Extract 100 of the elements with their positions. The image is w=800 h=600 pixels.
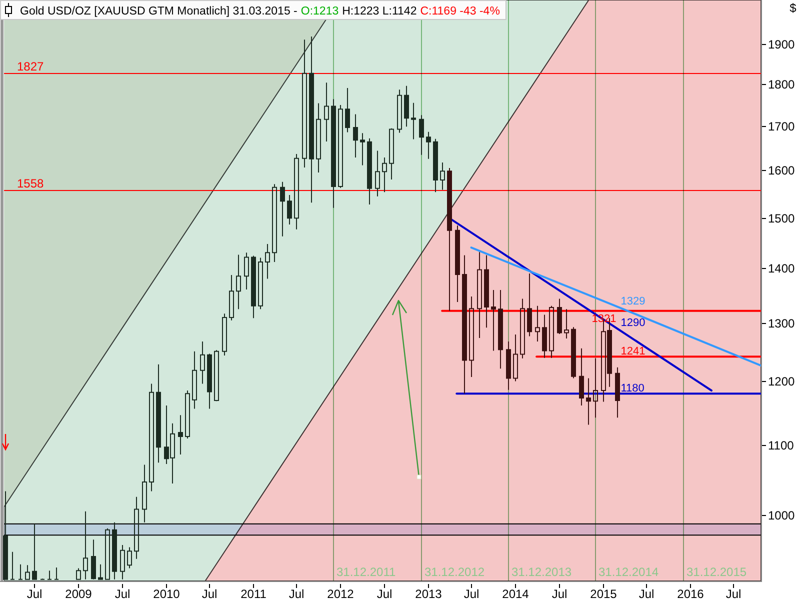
x-tick-label: Jul	[552, 587, 568, 600]
candlestick	[309, 36, 314, 204]
candlestick	[426, 131, 431, 160]
candlestick	[455, 224, 460, 302]
y-tick-label: 1600	[768, 164, 796, 178]
candlestick	[527, 272, 532, 337]
y-tick-label: 1900	[768, 38, 796, 52]
candlestick	[419, 114, 424, 156]
ref-line-label: 31.12.2011	[336, 565, 396, 579]
candlestick	[222, 313, 227, 356]
candlestick	[272, 184, 277, 262]
candlestick	[200, 340, 205, 384]
ref-line-label: 31.12.2015	[686, 565, 747, 579]
ref-line-label: 1827	[17, 60, 44, 74]
candlestick	[324, 82, 329, 142]
candlestick	[360, 132, 365, 166]
ref-line-label: 1558	[17, 176, 44, 190]
ref-line-label: 31.12.2012	[424, 565, 485, 579]
x-tick-label: Jul	[376, 587, 392, 600]
x-tick-label: Jul	[26, 587, 42, 600]
candlestick	[469, 296, 474, 378]
candlestick	[178, 414, 183, 456]
candlestick	[477, 252, 482, 338]
data-label: 1241	[620, 346, 646, 358]
candlestick	[120, 544, 125, 580]
candlestick	[564, 308, 569, 340]
y-tick-label: 1500	[768, 212, 796, 226]
x-tick-label: Jul	[202, 587, 218, 600]
x-tick-label: Jul	[288, 587, 304, 600]
candlestick	[127, 546, 132, 569]
candlestick	[258, 257, 263, 310]
candlestick	[83, 510, 88, 580]
candlestick	[586, 378, 591, 426]
candlestick	[542, 314, 547, 358]
y-tick-label: 1400	[768, 262, 796, 276]
candlestick	[244, 252, 249, 290]
candlestick	[214, 350, 219, 402]
y-tick-label: 1200	[768, 374, 796, 388]
y-tick-label: 1300	[768, 316, 796, 330]
candlestick	[549, 305, 554, 358]
candlestick	[207, 353, 212, 410]
candlestick	[3, 490, 8, 580]
data-label: 1180	[620, 382, 644, 395]
candlestick	[404, 85, 409, 128]
ref-line-label: 31.12.2014	[598, 565, 659, 579]
candlestick	[338, 104, 343, 188]
candlestick	[192, 350, 197, 410]
x-tick-label: 2015	[590, 587, 618, 600]
x-tick-label: 2009	[65, 587, 92, 600]
annotation: H:1223 L:1142	[342, 6, 417, 18]
candlestick	[156, 364, 161, 464]
x-tick-label: 2013	[415, 587, 442, 600]
data-label: 1290	[620, 317, 646, 330]
candlestick	[345, 87, 350, 133]
x-tick-label: Jul	[638, 587, 654, 600]
candlestick	[557, 298, 562, 334]
candlestick	[112, 522, 117, 580]
candlestick	[32, 523, 37, 580]
candlestick	[302, 39, 307, 168]
candlestick	[506, 340, 511, 390]
candlestick	[294, 153, 299, 230]
ref-line-label: 31.12.2013	[512, 565, 572, 579]
candlestick	[571, 326, 576, 379]
candlestick	[185, 390, 190, 439]
x-tick-label: 2011	[240, 587, 267, 600]
candlestick	[484, 254, 489, 328]
candlestick	[389, 128, 394, 180]
candlestick	[433, 138, 438, 193]
candlestick	[331, 98, 336, 208]
candlestick	[134, 496, 139, 560]
candlestick	[498, 290, 503, 370]
x-tick-label: 2014	[502, 587, 530, 600]
candlestick	[54, 566, 59, 580]
candlestick	[440, 162, 445, 190]
candlestick	[91, 539, 96, 580]
candlestick	[142, 464, 147, 523]
candlestick	[76, 568, 81, 580]
candlestick	[520, 298, 525, 359]
candlestick	[615, 366, 620, 418]
candlestick	[535, 305, 540, 342]
x-tick-label: Jul	[114, 587, 130, 600]
candlestick	[447, 167, 452, 312]
candlestick	[18, 564, 23, 580]
candlestick	[382, 157, 387, 193]
candlestick	[265, 243, 270, 280]
candlestick	[149, 383, 154, 492]
candlestick	[397, 89, 402, 134]
data-label: 1329	[620, 295, 646, 308]
candlestick	[353, 114, 358, 158]
y-tick-label: 1800	[768, 78, 796, 92]
candlestick	[280, 181, 285, 237]
candlestick	[251, 255, 256, 319]
annotation: C:1169 -43 -4%	[420, 6, 500, 18]
x-tick-label: Jul	[464, 587, 480, 600]
annotation: O:1213	[300, 6, 339, 18]
candlestick	[491, 290, 496, 352]
y-tick-label: 1000	[768, 508, 796, 522]
x-tick-label: 2010	[153, 587, 180, 600]
candlestick	[287, 194, 292, 225]
candlestick	[105, 528, 110, 580]
